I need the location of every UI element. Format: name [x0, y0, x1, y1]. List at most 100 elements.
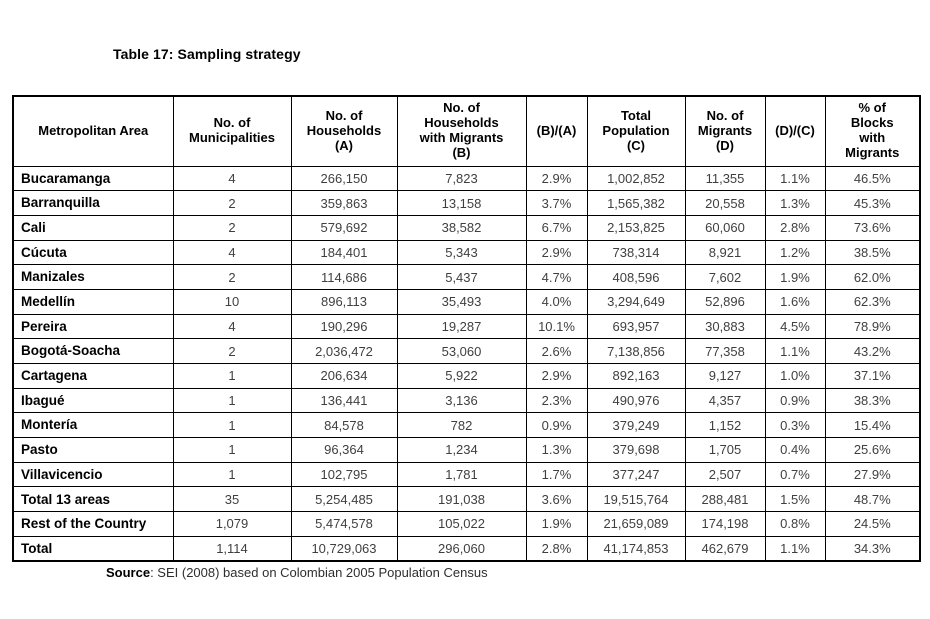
value-cell: 5,254,485: [290, 486, 398, 513]
value-cell: 1.1%: [764, 535, 826, 562]
area-cell: Villavicencio: [12, 461, 174, 488]
value-cell: 579,692: [290, 214, 398, 241]
table-row: Rest of the Country 1,079 5,474,578 105,022…: [12, 511, 921, 537]
value-cell: 892,163: [586, 363, 686, 389]
value-cell: 78.9%: [824, 313, 921, 340]
value-cell: 2.8%: [764, 214, 826, 241]
value-cell: 1: [172, 387, 292, 414]
value-cell: 38,582: [396, 214, 527, 241]
value-cell: 4.5%: [764, 313, 826, 340]
value-cell: 4: [172, 239, 292, 266]
area-cell: Medellín: [12, 288, 174, 315]
value-cell: 0.9%: [764, 387, 826, 414]
area-cell: Rest of the Country: [12, 511, 174, 537]
value-cell: 1.6%: [764, 288, 826, 315]
value-cell: 10.1%: [525, 313, 588, 340]
value-cell: 738,314: [586, 239, 686, 266]
value-cell: 4: [172, 165, 292, 192]
value-cell: 5,474,578: [290, 511, 398, 537]
value-cell: 1,114: [172, 535, 292, 562]
value-cell: 9,127: [684, 363, 766, 389]
header-cell: (D)/(C): [764, 95, 826, 167]
table-row: Bogotá-Soacha 2 2,036,472 53,060 2.6% 7,138,8…: [12, 338, 921, 364]
value-cell: 2.6%: [525, 338, 588, 364]
value-cell: 379,698: [586, 437, 686, 463]
value-cell: 35: [172, 486, 292, 513]
value-cell: 48.7%: [824, 486, 921, 513]
value-cell: 8,921: [684, 239, 766, 266]
value-cell: 1.3%: [525, 437, 588, 463]
value-cell: 34.3%: [824, 535, 921, 562]
table-header: Metropolitan Area No. of Municipalities No…: [12, 95, 921, 167]
value-cell: 0.9%: [525, 412, 588, 439]
table-row: Pereira 4 190,296 19,287 10.1% 693,957 30,883 4…: [12, 313, 921, 340]
value-cell: 1.3%: [764, 190, 826, 216]
table-row: Total 13 areas 35 5,254,485 191,038 3.6% 19,5…: [12, 486, 921, 513]
table-row: Montería 1 84,578 782 0.9% 379,249 1,152 0.3% 15…: [12, 412, 921, 439]
value-cell: 462,679: [684, 535, 766, 562]
value-cell: 38.5%: [824, 239, 921, 266]
value-cell: 62.3%: [824, 288, 921, 315]
area-cell: Bogotá-Soacha: [12, 338, 174, 364]
value-cell: 174,198: [684, 511, 766, 537]
value-cell: 377,247: [586, 461, 686, 488]
value-cell: 4.7%: [525, 264, 588, 290]
header-cell: No. of Households (A): [290, 95, 398, 167]
value-cell: 1.9%: [525, 511, 588, 537]
table-body: Bucaramanga 4 266,150 7,823 2.9% 1,002,852 11,…: [12, 165, 921, 562]
value-cell: 1,705: [684, 437, 766, 463]
value-cell: 45.3%: [824, 190, 921, 216]
value-cell: 84,578: [290, 412, 398, 439]
value-cell: 105,022: [396, 511, 527, 537]
value-cell: 0.3%: [764, 412, 826, 439]
value-cell: 7,823: [396, 165, 527, 192]
value-cell: 5,922: [396, 363, 527, 389]
value-cell: 11,355: [684, 165, 766, 192]
value-cell: 2,507: [684, 461, 766, 488]
value-cell: 1,565,382: [586, 190, 686, 216]
value-cell: 1: [172, 437, 292, 463]
area-cell: Pasto: [12, 437, 174, 463]
value-cell: 288,481: [684, 486, 766, 513]
value-cell: 266,150: [290, 165, 398, 192]
value-cell: 38.3%: [824, 387, 921, 414]
area-cell: Montería: [12, 412, 174, 439]
value-cell: 1: [172, 461, 292, 488]
value-cell: 1,079: [172, 511, 292, 537]
value-cell: 35,493: [396, 288, 527, 315]
value-cell: 52,896: [684, 288, 766, 315]
source-text: : SEI (2008) based on Colombian 2005 Pop…: [150, 565, 488, 580]
area-cell: Manizales: [12, 264, 174, 290]
value-cell: 10: [172, 288, 292, 315]
header-cell: (B)/(A): [525, 95, 588, 167]
table-row: Ibagué 1 136,441 3,136 2.3% 490,976 4,357 0.9% 3…: [12, 387, 921, 414]
table-row: Barranquilla 2 359,863 13,158 3.7% 1,565,382 2…: [12, 190, 921, 216]
value-cell: 379,249: [586, 412, 686, 439]
value-cell: 1.9%: [764, 264, 826, 290]
value-cell: 184,401: [290, 239, 398, 266]
value-cell: 1,152: [684, 412, 766, 439]
value-cell: 37.1%: [824, 363, 921, 389]
value-cell: 30,883: [684, 313, 766, 340]
value-cell: 1.0%: [764, 363, 826, 389]
value-cell: 1,234: [396, 437, 527, 463]
value-cell: 0.8%: [764, 511, 826, 537]
table-row: Manizales 2 114,686 5,437 4.7% 408,596 7,602 1.…: [12, 264, 921, 290]
value-cell: 2,153,825: [586, 214, 686, 241]
value-cell: 60,060: [684, 214, 766, 241]
value-cell: 43.2%: [824, 338, 921, 364]
value-cell: 15.4%: [824, 412, 921, 439]
table-row: Cartagena 1 206,634 5,922 2.9% 892,163 9,127 1.…: [12, 363, 921, 389]
value-cell: 96,364: [290, 437, 398, 463]
value-cell: 1.5%: [764, 486, 826, 513]
table-row: Medellín 10 896,113 35,493 4.0% 3,294,649 52,8…: [12, 288, 921, 315]
value-cell: 24.5%: [824, 511, 921, 537]
value-cell: 5,343: [396, 239, 527, 266]
value-cell: 1.1%: [764, 338, 826, 364]
value-cell: 206,634: [290, 363, 398, 389]
value-cell: 10,729,063: [290, 535, 398, 562]
area-cell: Cúcuta: [12, 239, 174, 266]
area-cell: Bucaramanga: [12, 165, 174, 192]
area-cell: Ibagué: [12, 387, 174, 414]
